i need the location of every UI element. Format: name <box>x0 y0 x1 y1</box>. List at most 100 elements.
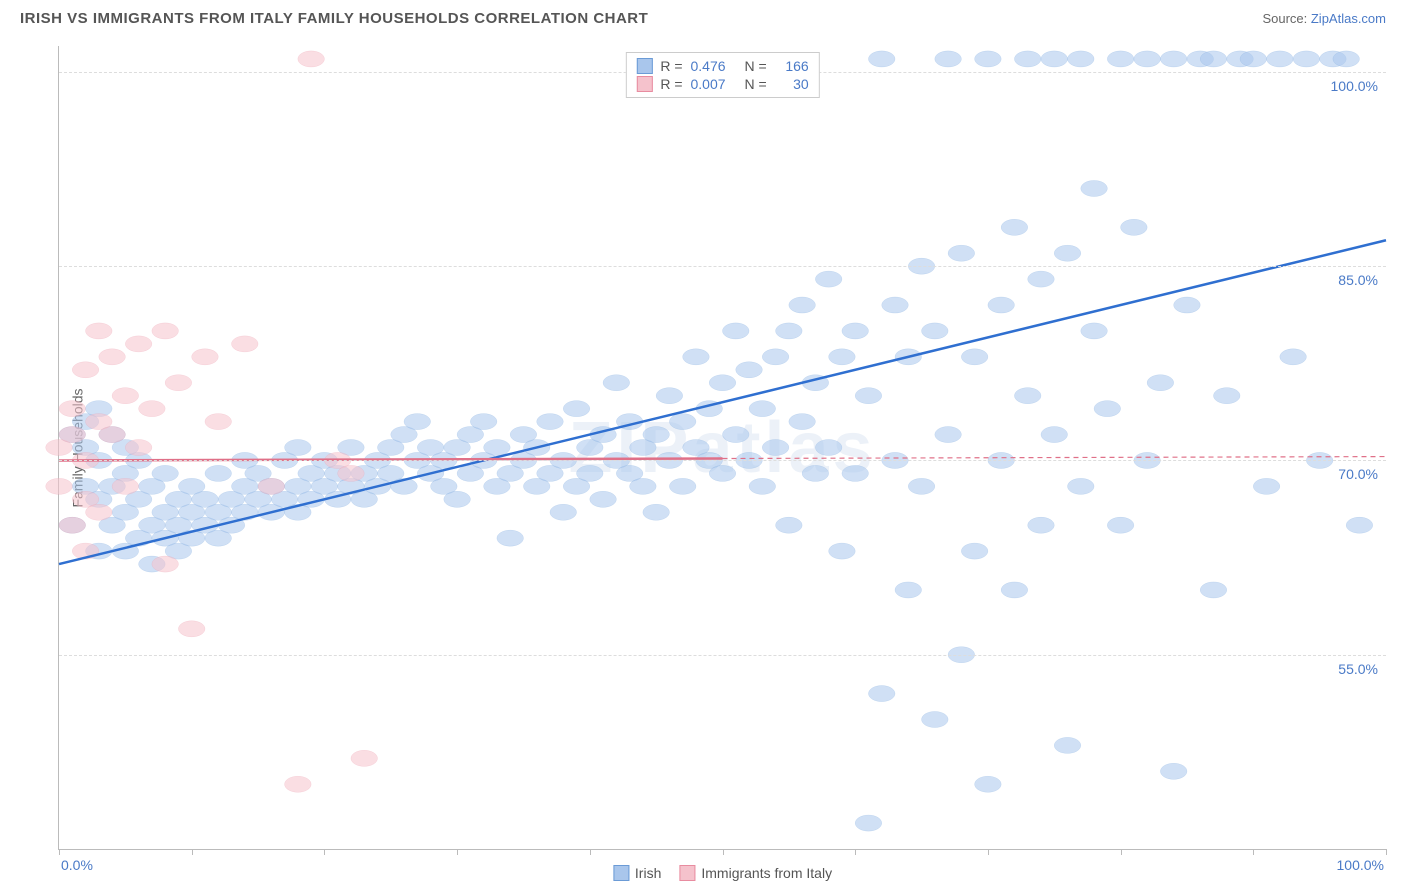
data-point <box>165 375 192 391</box>
source-attribution: Source: ZipAtlas.com <box>1262 11 1386 26</box>
x-tick <box>59 849 60 855</box>
source-link[interactable]: ZipAtlas.com <box>1311 11 1386 26</box>
data-point <box>842 465 869 481</box>
data-point <box>205 465 232 481</box>
data-point <box>1121 219 1148 235</box>
data-point <box>882 297 909 313</box>
data-point <box>470 414 497 430</box>
data-point <box>285 439 312 455</box>
data-point <box>99 427 126 443</box>
data-point <box>1333 51 1360 67</box>
data-point <box>776 517 803 533</box>
data-point <box>922 323 949 339</box>
data-point <box>1200 582 1227 598</box>
data-point <box>59 427 86 443</box>
data-point <box>1160 51 1187 67</box>
data-point <box>152 323 179 339</box>
y-tick-label: 55.0% <box>1338 661 1378 677</box>
data-point <box>842 323 869 339</box>
data-point <box>537 414 564 430</box>
legend-item: Irish <box>613 865 661 881</box>
data-point <box>59 517 86 533</box>
data-point <box>1200 51 1227 67</box>
data-point <box>723 427 750 443</box>
data-point <box>1041 427 1068 443</box>
data-point <box>192 349 219 365</box>
data-point <box>1107 51 1134 67</box>
data-point <box>1001 219 1028 235</box>
data-point <box>749 478 776 494</box>
legend-item: Immigrants from Italy <box>679 865 832 881</box>
data-point <box>762 439 789 455</box>
source-prefix: Source: <box>1262 11 1310 26</box>
series-legend: Irish Immigrants from Italy <box>613 865 832 881</box>
data-point <box>232 336 259 352</box>
trend-line <box>59 240 1386 564</box>
data-point <box>178 621 205 637</box>
data-point <box>815 271 842 287</box>
data-point <box>152 465 179 481</box>
data-point <box>749 401 776 417</box>
x-tick <box>457 849 458 855</box>
data-point <box>935 427 962 443</box>
data-point <box>723 323 750 339</box>
x-axis-max-label: 100.0% <box>1337 857 1384 873</box>
data-point <box>868 686 895 702</box>
data-point <box>1068 51 1095 67</box>
data-point <box>99 349 126 365</box>
legend-r-value: 0.007 <box>691 76 737 92</box>
data-point <box>1160 763 1187 779</box>
legend-swatch <box>636 76 652 92</box>
data-point <box>577 465 604 481</box>
legend-label: Irish <box>635 865 661 881</box>
data-point <box>829 543 856 559</box>
data-point <box>1213 388 1240 404</box>
data-point <box>550 504 577 520</box>
legend-swatch <box>613 865 629 881</box>
plot-area: ZIPatlas R =0.476N =166R =0.007N =30 55.… <box>58 46 1386 850</box>
legend-label: Immigrants from Italy <box>701 865 832 881</box>
legend-n-label: N = <box>745 76 767 92</box>
x-axis-min-label: 0.0% <box>61 857 93 873</box>
data-point <box>1081 180 1108 196</box>
chart-title: IRISH VS IMMIGRANTS FROM ITALY FAMILY HO… <box>20 10 648 27</box>
data-point <box>709 375 736 391</box>
gridline-h <box>59 266 1386 267</box>
data-point <box>72 362 99 378</box>
data-point <box>736 362 763 378</box>
data-point <box>1041 51 1068 67</box>
data-point <box>868 51 895 67</box>
data-point <box>484 439 511 455</box>
data-point <box>855 815 882 831</box>
data-point <box>1280 349 1307 365</box>
data-point <box>338 465 365 481</box>
legend-r-label: R = <box>660 58 682 74</box>
data-point <box>643 427 670 443</box>
data-point <box>1014 51 1041 67</box>
data-point <box>1028 517 1055 533</box>
data-point <box>709 465 736 481</box>
data-point <box>497 530 524 546</box>
data-point <box>1001 582 1028 598</box>
gridline-h <box>59 460 1386 461</box>
x-tick <box>1121 849 1122 855</box>
y-tick-label: 70.0% <box>1338 466 1378 482</box>
legend-n-value: 30 <box>775 76 809 92</box>
correlation-legend: R =0.476N =166R =0.007N =30 <box>625 52 819 98</box>
data-point <box>351 750 378 766</box>
data-point <box>603 375 630 391</box>
data-point <box>683 349 710 365</box>
data-point <box>1107 517 1134 533</box>
y-tick-label: 85.0% <box>1338 272 1378 288</box>
y-tick-label: 100.0% <box>1331 78 1378 94</box>
data-point <box>1028 271 1055 287</box>
legend-n-value: 166 <box>775 58 809 74</box>
data-point <box>988 297 1015 313</box>
legend-r-value: 0.476 <box>691 58 737 74</box>
legend-row: R =0.007N =30 <box>636 75 808 93</box>
data-point <box>948 245 975 261</box>
data-point <box>961 349 988 365</box>
data-point <box>762 349 789 365</box>
data-point <box>1346 517 1373 533</box>
x-tick <box>1386 849 1387 855</box>
